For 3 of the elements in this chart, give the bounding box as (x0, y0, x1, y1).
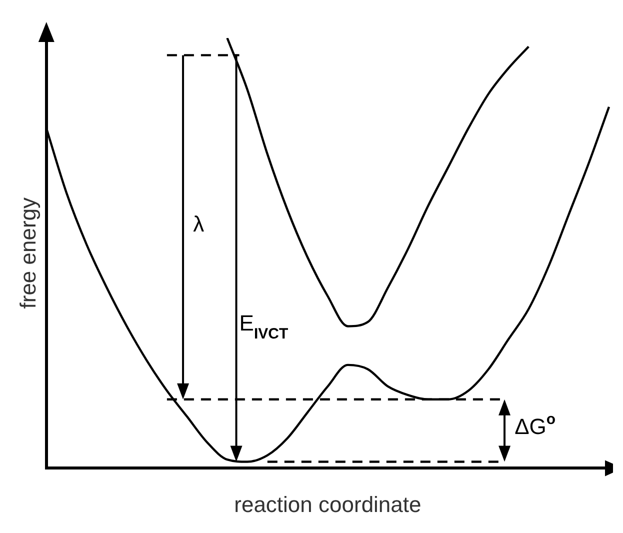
annotation: λ (193, 212, 204, 237)
x-axis-title: reaction coordinate (234, 492, 422, 517)
y-axis-title: free energy (15, 197, 40, 309)
